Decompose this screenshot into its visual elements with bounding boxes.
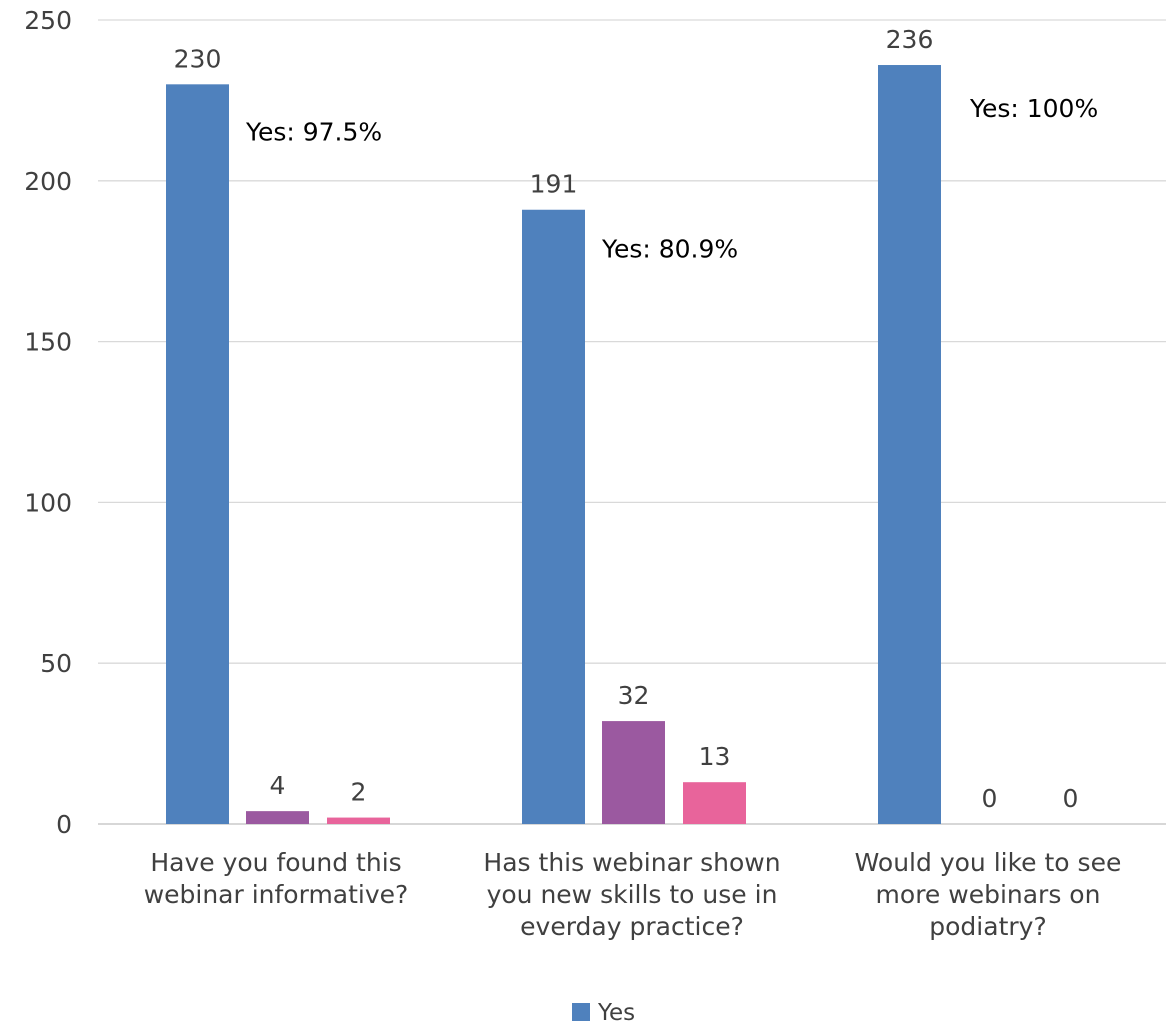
legend-label: Yes [597,1000,635,1022]
percentage-annotation: Yes: 80.9% [601,235,738,264]
data-label: 4 [270,771,286,800]
y-tick-label: 0 [56,810,72,839]
legend-swatch [572,1003,590,1021]
y-tick-label: 150 [24,328,72,357]
x-category-label: webinar informative? [144,880,409,909]
x-category-label: Have you found this [150,848,401,877]
x-category-label: Would you like to see [855,848,1122,877]
gridlines [98,19,1166,825]
bar-series-1-3 [878,65,941,825]
data-label: 13 [699,742,731,771]
bar-series-2-2 [602,721,665,824]
x-axis-category-labels: Have you found this webinar informative? H… [144,848,1122,941]
y-axis-tick-labels: 0 50 100 150 200 250 [24,6,72,839]
data-label: 0 [1063,784,1079,813]
bar-series-1-2 [522,209,585,824]
y-tick-label: 250 [24,6,72,35]
y-tick-label: 50 [40,649,72,678]
percentage-annotation: Yes: 97.5% [245,117,382,146]
x-category-label: podiatry? [929,912,1046,941]
x-category-label: you new skills to use in [487,880,778,909]
x-category-label: Has this webinar shown [483,848,780,877]
bar-series-2-1 [246,811,309,824]
bar-series-1-1 [166,84,229,824]
percentage-annotation: Yes: 100% [969,94,1098,123]
data-label: 191 [530,170,578,199]
y-tick-label: 100 [24,488,72,517]
data-label: 32 [618,681,650,710]
bars [166,65,941,825]
data-label: 2 [351,778,367,807]
data-label: 0 [982,784,998,813]
annotations: Yes: 97.5% Yes: 80.9% Yes: 100% [245,94,1098,264]
data-labels: 230 191 236 4 32 0 2 13 0 [174,25,1079,813]
y-tick-label: 200 [24,167,72,196]
data-label: 236 [886,25,934,54]
legend: Yes [572,1000,635,1026]
bar-series-3-1 [327,817,390,824]
x-category-label: more webinars on [876,880,1101,909]
bar-series-3-2 [683,782,746,824]
x-category-label: everday practice? [520,912,744,941]
data-label: 230 [174,44,222,73]
